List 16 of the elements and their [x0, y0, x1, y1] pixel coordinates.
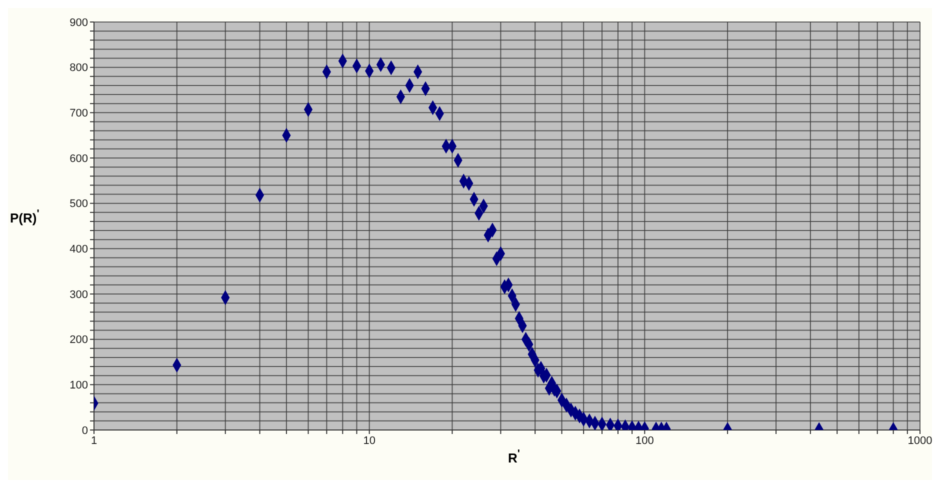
y-tick-label: 100: [70, 380, 88, 392]
y-tick-label: 400: [70, 244, 88, 256]
y-tick-label: 500: [70, 198, 88, 210]
y-tick-label: 700: [70, 108, 88, 120]
y-tick-label: 200: [70, 334, 88, 346]
x-tick-label: 1000: [908, 434, 932, 447]
x-axis-title: R$^{'}$: [508, 448, 520, 466]
y-tick-label: 900: [70, 16, 88, 29]
y-tick-label: 0: [82, 424, 88, 437]
x-tick-label: 10: [363, 434, 376, 447]
y-tick-label: 800: [70, 62, 88, 74]
y-tick-label: 600: [70, 152, 88, 165]
y-axis-title: P(R)$^{'}$: [10, 208, 40, 226]
x-tick-label: 1: [90, 434, 98, 447]
y-tick-label: 300: [70, 288, 88, 301]
x-tick-label: 100: [635, 434, 654, 447]
